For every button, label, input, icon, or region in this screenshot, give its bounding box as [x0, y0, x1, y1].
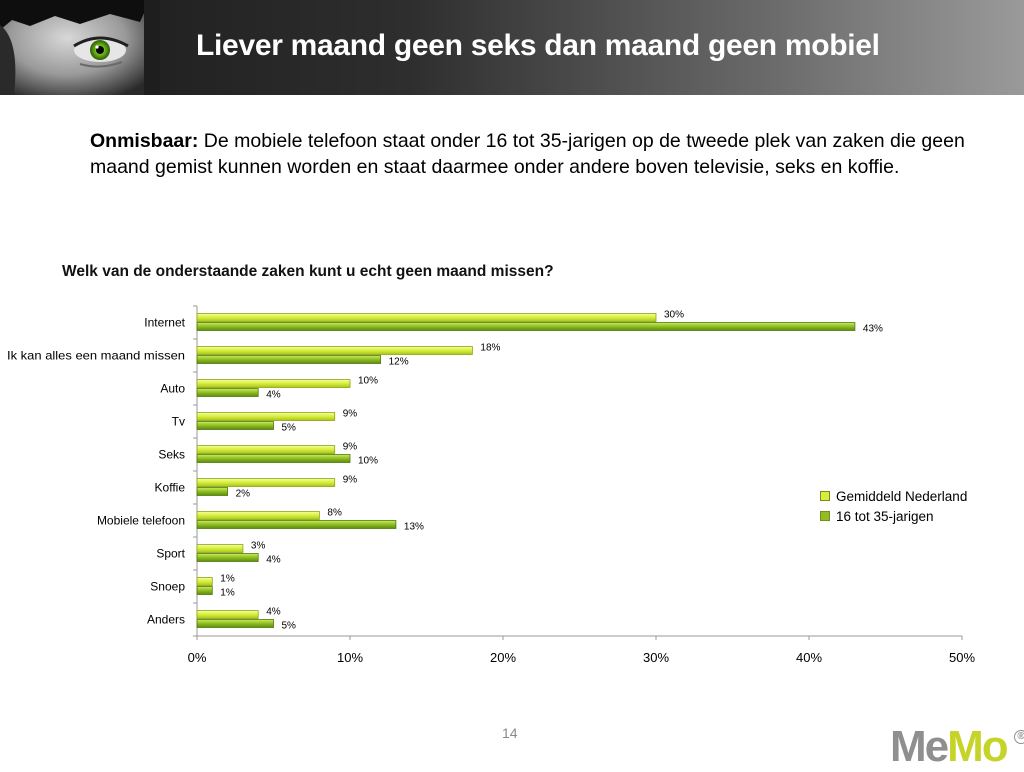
bar-chart: 0% 10% 20% 30% 40% 50% Internet 30% 43% Ik kan al…	[7, 305, 975, 666]
bar-series-1	[196, 445, 336, 454]
bar-series-2	[196, 454, 351, 463]
bar-series-2	[196, 322, 856, 331]
chart-title: Welk van de onderstaande zaken kunt u ec…	[62, 263, 554, 280]
x-tick-label: 20%	[490, 650, 516, 665]
chart-legend: Gemiddeld Nederland 16 tot 35-jarigen	[820, 486, 967, 526]
bar-series-1	[196, 412, 336, 421]
x-tick-label: 50%	[949, 650, 975, 665]
x-tick-label: 10%	[337, 650, 363, 665]
bar-series-1	[196, 511, 320, 520]
data-label-series-1: 8%	[327, 508, 342, 519]
category-label: Snoep	[150, 580, 185, 594]
chart-bars	[196, 313, 856, 628]
category-label: Ik kan alles een maand missen	[7, 349, 185, 363]
data-label-series-1: 9%	[343, 442, 358, 453]
bar-series-1	[196, 577, 213, 586]
slide-title: Liever maand geen seks dan maand geen mo…	[196, 29, 880, 62]
data-label-series-2: 4%	[266, 390, 281, 401]
logo-registered-mark: ®	[1014, 730, 1024, 744]
legend-item-series-1: Gemiddeld Nederland	[820, 486, 967, 506]
bar-series-1	[196, 379, 351, 388]
legend-label-series-2: 16 tot 35-jarigen	[836, 508, 934, 524]
data-label-series-1: 3%	[251, 541, 266, 552]
chart-labels: 0% 10% 20% 30% 40% 50% Internet 30% 43% Ik kan al…	[7, 310, 975, 666]
intro-bold: Onmisbaar:	[90, 130, 199, 152]
bar-series-2	[196, 520, 397, 529]
data-label-series-1: 9%	[343, 475, 358, 486]
slide-header: Liever maand geen seks dan maand geen mo…	[0, 0, 1024, 95]
data-label-series-1: 4%	[266, 607, 281, 618]
logo-me: Me	[890, 722, 949, 771]
bar-series-1	[196, 544, 244, 553]
bar-series-2	[196, 586, 213, 595]
bar-series-2	[196, 388, 259, 397]
category-label: Seks	[158, 448, 185, 462]
legend-label-series-1: Gemiddeld Nederland	[836, 488, 968, 504]
data-label-series-2: 12%	[389, 357, 409, 368]
bar-series-2	[196, 619, 274, 628]
category-label: Tv	[172, 415, 185, 429]
data-label-series-2: 43%	[863, 324, 883, 335]
page-number: 14	[502, 725, 518, 741]
memo-logo: MeMo ®	[890, 722, 1024, 772]
bar-series-1	[196, 478, 336, 487]
category-label: Auto	[160, 382, 185, 396]
data-label-series-2: 5%	[282, 423, 297, 434]
intro-paragraph: Onmisbaar: De mobiele telefoon staat ond…	[90, 128, 970, 180]
data-label-series-1: 18%	[480, 343, 500, 354]
data-label-series-1: 30%	[664, 310, 684, 321]
category-label: Sport	[156, 547, 185, 561]
bar-series-2	[196, 487, 229, 496]
data-label-series-2: 1%	[220, 588, 235, 599]
category-label: Mobiele telefoon	[97, 514, 185, 528]
category-label: Koffie	[155, 481, 186, 495]
x-tick-label: 0%	[188, 650, 207, 665]
bar-series-2	[196, 553, 259, 562]
logo-mo: Mo	[947, 722, 1009, 771]
data-label-series-2: 2%	[236, 489, 251, 500]
data-label-series-2: 13%	[404, 522, 424, 533]
data-label-series-1: 9%	[343, 409, 358, 420]
data-label-series-1: 10%	[358, 376, 378, 387]
bar-series-1	[196, 346, 473, 355]
data-label-series-2: 5%	[282, 621, 297, 632]
data-label-series-2: 10%	[358, 456, 378, 467]
x-tick-label: 40%	[796, 650, 822, 665]
bar-series-2	[196, 421, 274, 430]
bar-series-1	[196, 313, 657, 322]
bar-series-2	[196, 355, 382, 364]
legend-item-series-2: 16 tot 35-jarigen	[820, 506, 967, 526]
header-photo	[0, 0, 160, 95]
data-label-series-2: 4%	[266, 555, 281, 566]
legend-swatch-series-1	[820, 491, 830, 501]
intro-text: De mobiele telefoon staat onder 16 tot 3…	[90, 130, 965, 178]
x-tick-label: 30%	[643, 650, 669, 665]
legend-swatch-series-2	[820, 511, 830, 521]
bar-series-1	[196, 610, 259, 619]
category-label: Internet	[144, 316, 185, 330]
category-label: Anders	[147, 613, 185, 627]
data-label-series-1: 1%	[220, 574, 235, 585]
